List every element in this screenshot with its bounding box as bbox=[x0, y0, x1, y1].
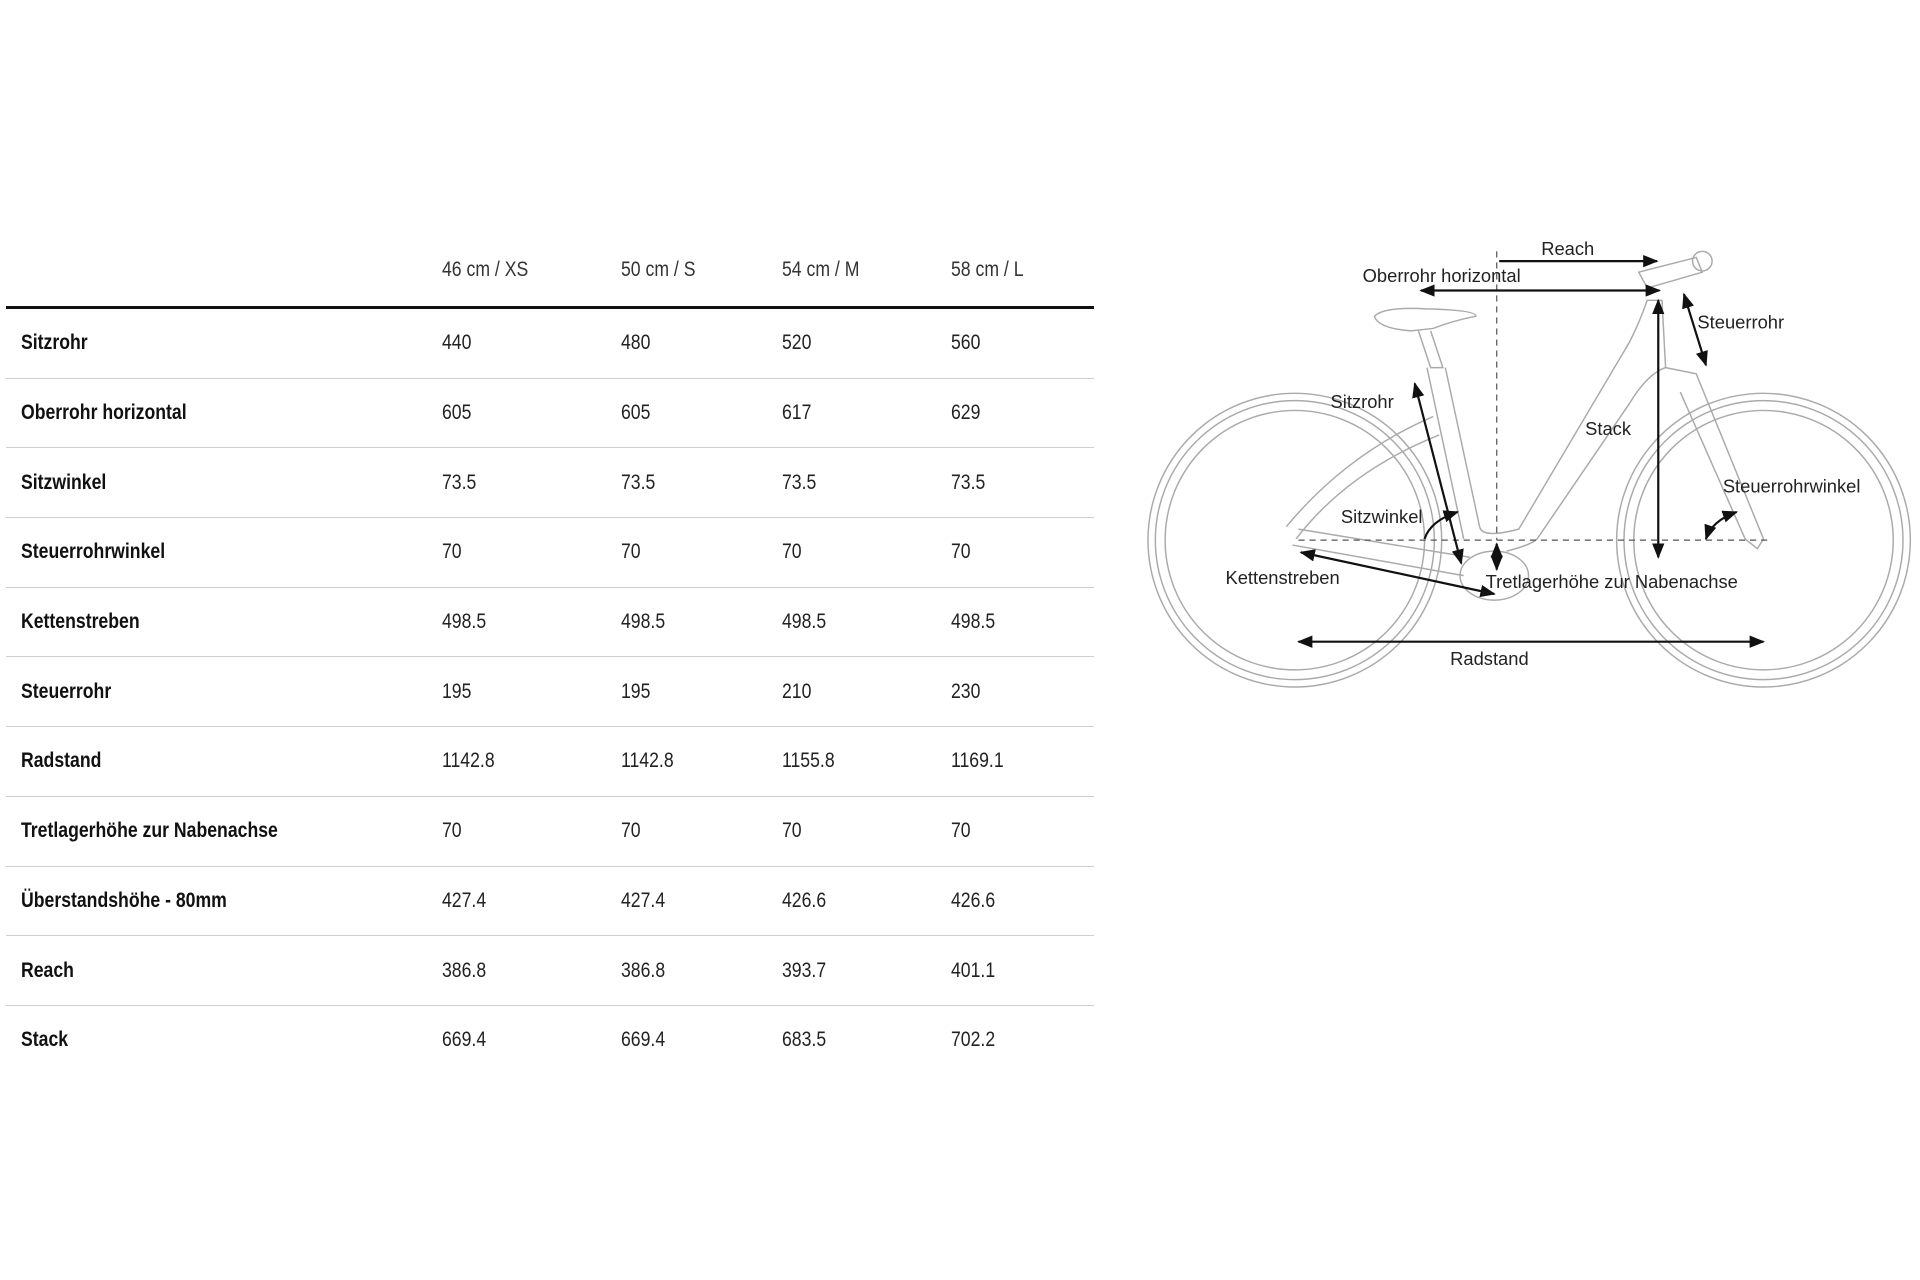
row-label: Überstandshöhe - 80mm bbox=[21, 888, 227, 912]
row-value: 683.5 bbox=[782, 1028, 827, 1052]
row-value: 520 bbox=[782, 331, 812, 355]
row-value: 498.5 bbox=[782, 610, 827, 634]
row-value: 498.5 bbox=[951, 610, 996, 634]
row-value: 1155.8 bbox=[782, 749, 835, 773]
table-header: 46 cm / XS 50 cm / S 54 cm / M 58 cm / L bbox=[6, 240, 1094, 309]
head-angle-arc bbox=[1704, 510, 1739, 541]
row-value: 386.8 bbox=[621, 958, 666, 982]
stem bbox=[1637, 256, 1704, 289]
bike-geometry-diagram: Reach Oberrohr horizontal Steuerrohr Sit… bbox=[1147, 238, 1912, 688]
row-value: 401.1 bbox=[951, 958, 996, 982]
row-label: Kettenstreben bbox=[21, 610, 140, 634]
table-row: Oberrohr horizontal 605 605 617 629 bbox=[6, 379, 1094, 449]
row-value: 605 bbox=[621, 401, 651, 425]
label-wheelbase: Radstand bbox=[1450, 648, 1529, 669]
row-label: Sitzwinkel bbox=[21, 470, 107, 494]
dimension-arrows bbox=[1296, 254, 1766, 648]
row-value: 702.2 bbox=[951, 1028, 996, 1052]
table-row: Stack 669.4 669.4 683.5 702.2 bbox=[6, 1006, 1094, 1075]
chainstay-arrow bbox=[1299, 549, 1496, 598]
row-value: 426.6 bbox=[951, 888, 996, 912]
label-stack: Stack bbox=[1585, 418, 1632, 439]
row-value: 70 bbox=[442, 540, 462, 564]
row-label: Stack bbox=[21, 1028, 69, 1052]
column-header: 50 cm / S bbox=[621, 258, 696, 281]
row-value: 70 bbox=[951, 540, 971, 564]
row-label: Tretlagerhöhe zur Nabenachse bbox=[21, 819, 278, 843]
table-row: Steuerrohr 195 195 210 230 bbox=[6, 657, 1094, 728]
row-value: 440 bbox=[442, 331, 472, 355]
saddle bbox=[1373, 307, 1477, 332]
row-value: 427.4 bbox=[621, 888, 666, 912]
row-value: 1142.8 bbox=[442, 749, 495, 773]
row-label: Radstand bbox=[21, 749, 102, 773]
row-value: 73.5 bbox=[621, 470, 656, 494]
table-row: Reach 386.8 386.8 393.7 401.1 bbox=[6, 936, 1094, 1006]
seat-angle-arc bbox=[1423, 510, 1460, 540]
row-value: 629 bbox=[951, 401, 981, 425]
row-label: Oberrohr horizontal bbox=[21, 401, 187, 425]
label-bb-drop: Tretlagerhöhe zur Nabenachse bbox=[1486, 571, 1738, 592]
label-seat-angle: Sitzwinkel bbox=[1341, 506, 1423, 527]
label-reach: Reach bbox=[1541, 238, 1594, 259]
label-top-tube: Oberrohr horizontal bbox=[1363, 265, 1521, 286]
row-value: 195 bbox=[621, 679, 651, 703]
row-value: 669.4 bbox=[442, 1028, 487, 1052]
row-value: 195 bbox=[442, 679, 472, 703]
row-value: 605 bbox=[442, 401, 472, 425]
frame bbox=[1478, 299, 1667, 552]
row-value: 70 bbox=[951, 819, 971, 843]
label-seat-tube: Sitzrohr bbox=[1331, 391, 1394, 412]
row-value: 498.5 bbox=[621, 610, 666, 634]
column-header: 46 cm / XS bbox=[442, 258, 529, 281]
row-value: 386.8 bbox=[442, 958, 487, 982]
row-value: 70 bbox=[621, 819, 641, 843]
seat-tube-arrow bbox=[1412, 382, 1464, 565]
row-label: Reach bbox=[21, 958, 74, 982]
row-value: 230 bbox=[951, 679, 981, 703]
table-row: Sitzwinkel 73.5 73.5 73.5 73.5 bbox=[6, 448, 1094, 519]
table-row: Überstandshöhe - 80mm 427.4 427.4 426.6 426.… bbox=[6, 867, 1094, 937]
row-value: 73.5 bbox=[442, 470, 477, 494]
table-row: Kettenstreben 498.5 498.5 498.5 498.5 bbox=[6, 588, 1094, 658]
label-chainstays: Kettenstreben bbox=[1225, 567, 1339, 588]
label-head-tube: Steuerrohr bbox=[1697, 311, 1784, 332]
table-row: Tretlagerhöhe zur Nabenachse 70 70 70 70 bbox=[6, 797, 1094, 867]
handlebar bbox=[1691, 250, 1713, 272]
row-value: 498.5 bbox=[442, 610, 487, 634]
column-header: 54 cm / M bbox=[782, 258, 860, 281]
row-label: Steuerrohrwinkel bbox=[21, 540, 166, 564]
seatpost bbox=[1417, 330, 1444, 369]
table-row: Steuerrohrwinkel 70 70 70 70 bbox=[6, 518, 1094, 588]
row-value: 427.4 bbox=[442, 888, 487, 912]
row-label: Steuerrohr bbox=[21, 679, 112, 703]
row-value: 70 bbox=[621, 540, 641, 564]
row-value: 480 bbox=[621, 331, 651, 355]
row-value: 393.7 bbox=[782, 958, 827, 982]
row-value: 426.6 bbox=[782, 888, 827, 912]
row-value: 73.5 bbox=[951, 470, 986, 494]
row-value: 210 bbox=[782, 679, 812, 703]
column-header: 58 cm / L bbox=[951, 258, 1024, 281]
row-value: 70 bbox=[782, 819, 802, 843]
row-value: 70 bbox=[782, 540, 802, 564]
row-value: 1142.8 bbox=[621, 749, 674, 773]
row-value: 73.5 bbox=[782, 470, 817, 494]
row-label: Sitzrohr bbox=[21, 331, 88, 355]
row-value: 669.4 bbox=[621, 1028, 666, 1052]
geometry-table: 46 cm / XS 50 cm / S 54 cm / M 58 cm / L… bbox=[6, 240, 1094, 1075]
head-tube-arrow bbox=[1682, 292, 1708, 367]
row-value: 1169.1 bbox=[951, 749, 1004, 773]
row-value: 617 bbox=[782, 401, 812, 425]
label-head-angle: Steuerrohrwinkel bbox=[1723, 475, 1861, 496]
table-row: Radstand 1142.8 1142.8 1155.8 1169.1 bbox=[6, 727, 1094, 797]
row-value: 560 bbox=[951, 331, 981, 355]
bike-outline bbox=[1147, 250, 1912, 688]
front-wheel bbox=[1615, 392, 1912, 688]
table-row: Sitzrohr 440 480 520 560 bbox=[6, 309, 1094, 379]
row-value: 70 bbox=[442, 819, 462, 843]
